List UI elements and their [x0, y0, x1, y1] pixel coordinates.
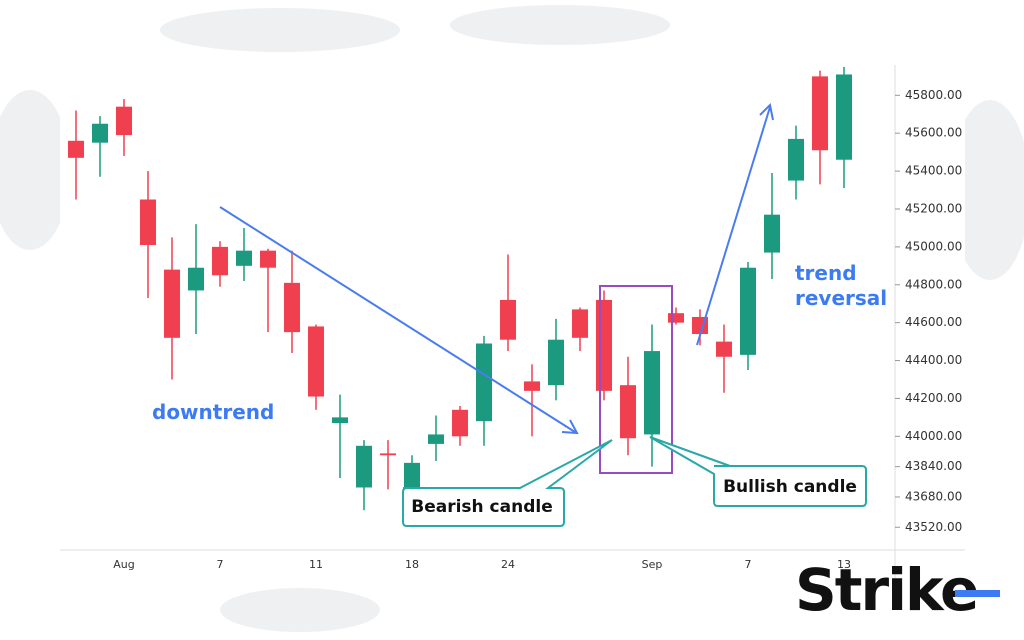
candle-body [164, 269, 180, 338]
y-tick-label: 45600.00 [905, 126, 962, 140]
y-tick-label: 45800.00 [905, 88, 962, 102]
x-tick-label: Sep [642, 558, 663, 571]
candle-body [764, 214, 780, 253]
candle-body [284, 282, 300, 333]
candle-body [500, 299, 516, 340]
callout-bullish: Bullish candle [723, 477, 857, 497]
candle-body [668, 313, 684, 323]
x-tick-label: 7 [745, 558, 752, 571]
x-tick-label: 11 [309, 558, 323, 571]
candle-body [356, 445, 372, 488]
logo: Strike [795, 556, 977, 624]
annotation-reversal: reversal [795, 286, 887, 310]
candle-body [740, 267, 756, 355]
candle-body [140, 199, 156, 245]
candle-body [92, 123, 108, 143]
y-tick-label: 43520.00 [905, 520, 962, 534]
candle-body [572, 309, 588, 338]
candle-body [308, 326, 324, 397]
candle-body [548, 339, 564, 386]
candle-body [68, 140, 84, 158]
candle-body [260, 250, 276, 268]
x-tick-label: 13 [837, 558, 851, 571]
x-tick-label: Aug [113, 558, 134, 571]
candle-body [236, 250, 252, 266]
candle-body [332, 417, 348, 424]
y-tick-label: 45200.00 [905, 201, 962, 215]
y-tick-label: 44800.00 [905, 277, 962, 291]
candle-body [644, 351, 660, 435]
candle-body [380, 453, 396, 456]
logo-accent [955, 590, 1000, 597]
candle-body [116, 106, 132, 136]
y-tick-label: 43840.00 [905, 459, 962, 473]
annotation-downtrend: downtrend [152, 400, 274, 424]
candle-body [788, 138, 804, 181]
candle-body [452, 409, 468, 437]
x-tick-label: 18 [405, 558, 419, 571]
y-tick-label: 44400.00 [905, 353, 962, 367]
x-tick-label: 7 [217, 558, 224, 571]
background-map [0, 5, 1024, 632]
candle-body [716, 341, 732, 357]
candle-body [620, 385, 636, 439]
y-tick-label: 45400.00 [905, 164, 962, 178]
callout-bearish: Bearish candle [411, 497, 553, 517]
candle-body [836, 74, 852, 160]
y-tick-label: 44000.00 [905, 429, 962, 443]
candle-body [596, 299, 612, 391]
x-tick-label: 24 [501, 558, 515, 571]
candle-body [812, 76, 828, 151]
candle-body [428, 434, 444, 444]
candle-body [524, 381, 540, 391]
candle-body [476, 343, 492, 422]
overlays [219, 102, 774, 474]
y-tick-label: 45000.00 [905, 239, 962, 253]
y-tick-label: 44200.00 [905, 391, 962, 405]
candle-body [212, 246, 228, 276]
callouts [402, 436, 867, 527]
y-tick-label: 44600.00 [905, 315, 962, 329]
annotation-trend: trend [795, 261, 857, 285]
y-tick-label: 43680.00 [905, 489, 962, 503]
candle-body [188, 267, 204, 291]
